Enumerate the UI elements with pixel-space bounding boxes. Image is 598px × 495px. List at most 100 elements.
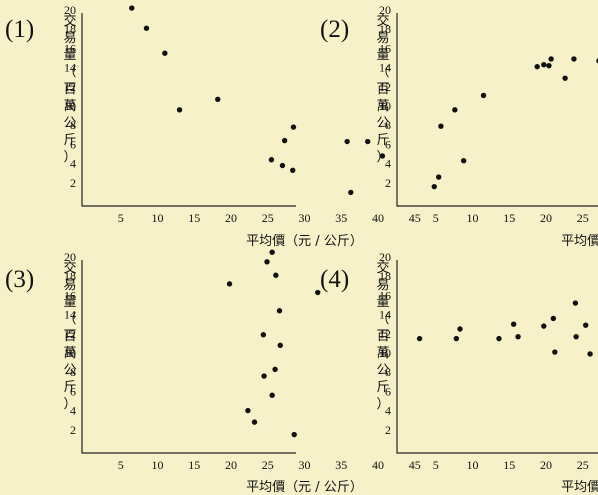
y-axis-label-char: 量 — [376, 295, 389, 310]
data-point — [515, 333, 521, 340]
data-point — [572, 300, 579, 306]
x-tick-label: 10 — [152, 211, 164, 225]
data-point — [272, 366, 278, 373]
data-point — [480, 92, 487, 99]
y-tick-label: 10 — [379, 99, 391, 113]
y-axis-label-char: 斤 — [376, 133, 389, 148]
y-tick-label: 10 — [379, 346, 391, 360]
data-point — [550, 315, 557, 322]
panel-label: (2) — [320, 16, 349, 43]
y-axis-label-char: 易 — [63, 278, 76, 293]
x-tick-label: 40 — [372, 458, 384, 472]
y-axis-label-char: 量 — [63, 295, 76, 310]
data-point — [279, 162, 286, 169]
y-axis-label-char: 交 — [63, 260, 76, 276]
y-axis-label-char: 公 — [63, 363, 76, 378]
panel-label: (4) — [320, 266, 349, 293]
y-tick-label: 18 — [379, 269, 391, 283]
data-point — [496, 335, 502, 342]
y-tick-label: 2 — [70, 423, 76, 437]
axis-lines — [396, 260, 598, 454]
data-point — [276, 308, 283, 314]
y-axis-label-char: 易 — [376, 31, 389, 46]
x-tick-label: 10 — [467, 211, 479, 225]
x-tick-label: 25 — [262, 458, 274, 472]
y-tick-label: 20 — [64, 250, 76, 264]
y-axis-label-char: 萬 — [376, 346, 389, 361]
y-tick-label: 6 — [385, 384, 391, 398]
y-tick-label: 4 — [70, 157, 76, 171]
data-point — [573, 333, 579, 340]
data-point — [290, 167, 296, 174]
axis-lines — [81, 260, 296, 454]
y-axis-label-char: 公 — [63, 116, 76, 131]
x-tick-label: 15 — [503, 458, 515, 472]
data-point — [438, 123, 444, 129]
data-point — [379, 153, 386, 159]
data-point — [268, 157, 275, 163]
y-axis-label-char: 量 — [376, 48, 389, 63]
scatter-panel-2: (2)交易量（百萬公斤）2468101214161820510152025303… — [320, 3, 598, 249]
x-axis-label: 平均價（元 / 公斤） — [561, 480, 598, 495]
y-tick-label: 18 — [379, 22, 391, 36]
x-tick-label: 5 — [433, 211, 439, 225]
x-tick-label: 5 — [433, 458, 439, 472]
x-tick-label: 25 — [262, 211, 274, 225]
data-point — [281, 137, 288, 144]
data-point — [260, 332, 267, 338]
y-axis-label-char: 萬 — [63, 99, 76, 114]
y-tick-label: 6 — [385, 137, 391, 151]
y-tick-label: 8 — [70, 118, 76, 132]
x-tick-label: 20 — [225, 211, 237, 225]
y-tick-label: 4 — [385, 404, 391, 418]
x-tick-label: 5 — [118, 211, 124, 225]
data-point — [176, 107, 183, 113]
x-tick-label: 30 — [299, 211, 311, 225]
y-axis-label-char: （ — [63, 312, 76, 327]
data-point — [431, 183, 437, 190]
data-point — [571, 56, 577, 62]
data-point — [129, 5, 135, 11]
data-point — [541, 323, 547, 329]
y-axis-label-char: 公 — [376, 116, 389, 131]
y-tick-label: 12 — [64, 327, 76, 341]
y-axis-label-char: ） — [63, 150, 76, 165]
y-axis-label-char: 萬 — [376, 99, 389, 114]
y-tick-label: 14 — [64, 61, 76, 75]
x-tick-label: 30 — [299, 458, 311, 472]
data-point — [315, 289, 321, 296]
x-tick-label: 10 — [152, 458, 164, 472]
x-tick-label: 20 — [540, 458, 552, 472]
data-point — [541, 62, 547, 68]
y-axis-label-char: （ — [376, 312, 389, 327]
data-point — [261, 373, 267, 379]
data-point — [548, 56, 554, 62]
x-tick-label: 20 — [225, 458, 237, 472]
y-axis-label-char: ） — [63, 397, 76, 412]
data-point — [269, 249, 275, 255]
data-point — [162, 50, 168, 56]
y-tick-label: 4 — [385, 157, 391, 171]
axis-lines — [396, 13, 598, 207]
x-tick-label: 15 — [503, 211, 515, 225]
data-point — [273, 272, 279, 278]
data-point — [546, 62, 552, 69]
y-tick-label: 2 — [70, 176, 76, 190]
y-tick-label: 6 — [70, 384, 76, 398]
data-point — [582, 322, 589, 328]
y-axis-label-char: （ — [376, 65, 389, 80]
y-axis-label-char: 百 — [63, 329, 76, 344]
y-tick-label: 16 — [379, 41, 391, 55]
data-point — [215, 96, 221, 102]
y-tick-label: 8 — [385, 118, 391, 132]
y-axis-label-char: 萬 — [63, 346, 76, 361]
y-axis-label-char: 百 — [63, 82, 76, 97]
data-point — [277, 342, 283, 349]
y-tick-label: 18 — [64, 22, 76, 36]
data-point — [344, 138, 350, 145]
data-point — [534, 63, 540, 70]
axis-lines — [81, 13, 296, 207]
